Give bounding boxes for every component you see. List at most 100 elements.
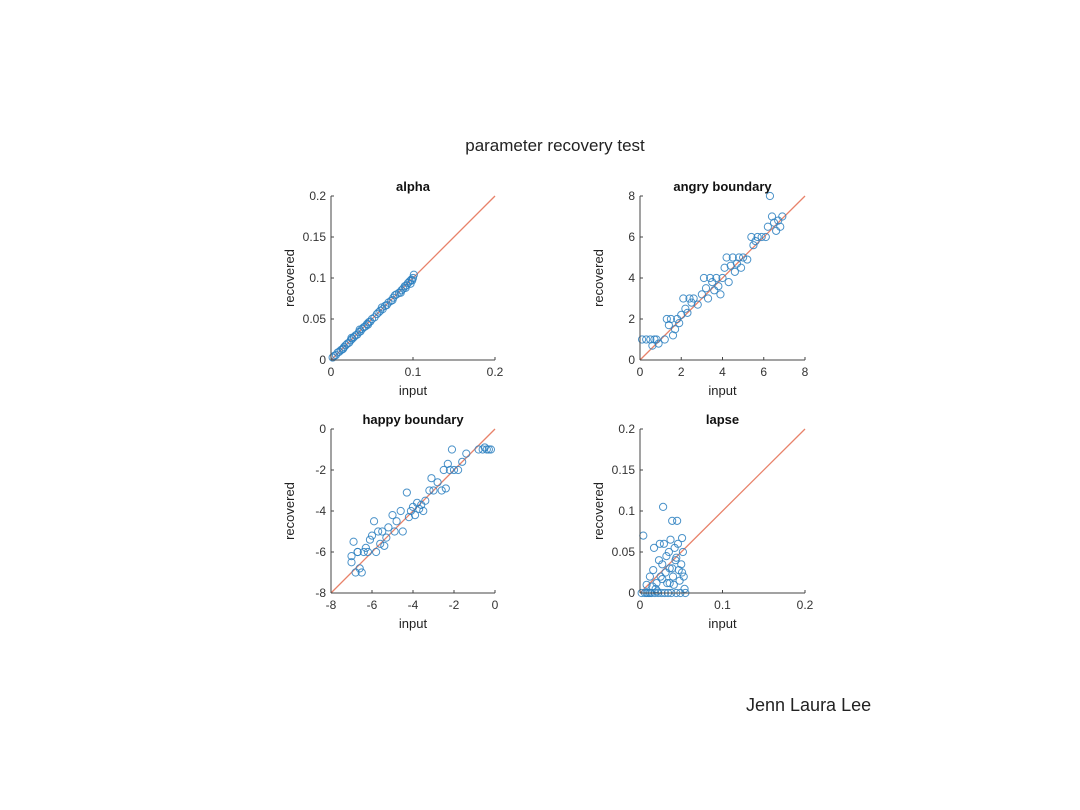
scatter-point [665, 564, 674, 573]
y-tick-label: -6 [315, 545, 326, 559]
scatter-point [716, 290, 725, 299]
scatter-point [662, 552, 671, 561]
scatter-point [396, 506, 405, 516]
y-tick-label: 6 [628, 230, 635, 244]
scatter-point [357, 568, 366, 577]
scatter-point [437, 486, 446, 495]
scatter-point [390, 291, 400, 300]
scatter-point [761, 232, 770, 242]
scatter-point [404, 513, 413, 522]
scatter-point [669, 580, 678, 589]
identity-line [639, 195, 806, 361]
x-tick-label: -6 [367, 598, 378, 612]
scatter-point [679, 294, 688, 303]
scatter-point [351, 568, 360, 577]
x-axis-label: input [399, 383, 428, 398]
subplot-title: lapse [706, 412, 739, 427]
scatter-point [447, 445, 457, 454]
scatter-point [401, 283, 410, 292]
x-tick-label: 8 [802, 365, 809, 379]
scatter-point [445, 465, 454, 475]
scatter-point [650, 335, 659, 344]
y-tick-label: -4 [315, 504, 326, 518]
scatter-point [359, 547, 368, 557]
scatter-point [718, 273, 727, 283]
scatter-point [398, 527, 407, 536]
y-axis-label: recovered [282, 482, 297, 540]
scatter-point [710, 286, 719, 295]
scatter-point [757, 232, 766, 242]
scatter-point [462, 449, 471, 458]
scatter-point [712, 273, 721, 283]
x-tick-label: 4 [719, 365, 726, 379]
scatter-point [763, 222, 772, 231]
scatter-point [367, 314, 377, 324]
scatter-point [637, 335, 647, 344]
scatter-point [642, 335, 651, 344]
scatter-point [458, 457, 467, 466]
scatter-point [380, 541, 389, 550]
scatter-point [659, 539, 669, 548]
scatter-point [363, 320, 372, 329]
scatter-point [645, 572, 655, 581]
scatter-point [478, 445, 487, 454]
scatter-point [353, 547, 362, 557]
scatter-point [419, 506, 428, 516]
y-tick-label: 0.05 [303, 312, 327, 326]
scatter-point [665, 579, 674, 588]
scatter-point [649, 543, 659, 553]
x-tick-label: 0.2 [797, 598, 814, 612]
x-tick-label: 0.2 [487, 365, 504, 379]
scatter-point [749, 241, 758, 250]
y-tick-label: 0.1 [618, 504, 635, 518]
x-tick-label: 0 [637, 365, 644, 379]
scatter-point [415, 504, 424, 514]
scatter-point [486, 445, 495, 454]
scatter-point [703, 294, 713, 303]
scatter-point [372, 547, 381, 557]
scatter-point [660, 335, 669, 344]
x-tick-label: 0.1 [714, 598, 731, 612]
y-tick-label: 2 [628, 312, 635, 326]
x-tick-label: 0 [492, 598, 499, 612]
scatter-point [697, 290, 706, 299]
scatter-point [339, 344, 348, 353]
scatter-point [441, 484, 450, 493]
y-tick-label: 8 [628, 189, 635, 203]
scatter-point [378, 527, 387, 536]
scatter-point [384, 523, 393, 532]
scatter-point [751, 237, 760, 246]
scatter-point [392, 290, 401, 299]
scatter-point [778, 212, 787, 221]
scatter-point [668, 516, 677, 525]
scatter-point [675, 319, 684, 328]
scatter-point [363, 547, 372, 557]
y-tick-label: 4 [628, 271, 635, 285]
scatter-point [376, 539, 385, 548]
scatter-point [355, 564, 364, 573]
scatter-point [439, 465, 448, 475]
scatter-point [406, 506, 416, 516]
scatter-point [739, 253, 748, 262]
x-tick-label: 0 [328, 365, 335, 379]
x-axis-label: input [708, 383, 737, 398]
x-tick-label: -2 [449, 598, 460, 612]
scatter-point [388, 296, 397, 305]
y-tick-label: 0.2 [309, 189, 326, 203]
subplot-1: 0 2 4 6 8 0 2 4 6 8 angry boundary input recovered [591, 179, 809, 398]
scatter-point [670, 325, 680, 334]
scatter-point [347, 552, 356, 561]
y-tick-label: 0.2 [618, 422, 635, 436]
scatter-point [474, 445, 483, 454]
y-axis-label: recovered [591, 482, 606, 540]
scatter-point [388, 510, 397, 520]
y-axis-label: recovered [282, 249, 297, 307]
scatter-point [666, 535, 675, 544]
y-tick-label: -8 [315, 586, 326, 600]
scatter-point [407, 275, 416, 284]
scatter-point [769, 218, 779, 227]
scatter-point [714, 282, 723, 291]
scatter-point [382, 533, 391, 542]
y-tick-label: -2 [315, 463, 326, 477]
